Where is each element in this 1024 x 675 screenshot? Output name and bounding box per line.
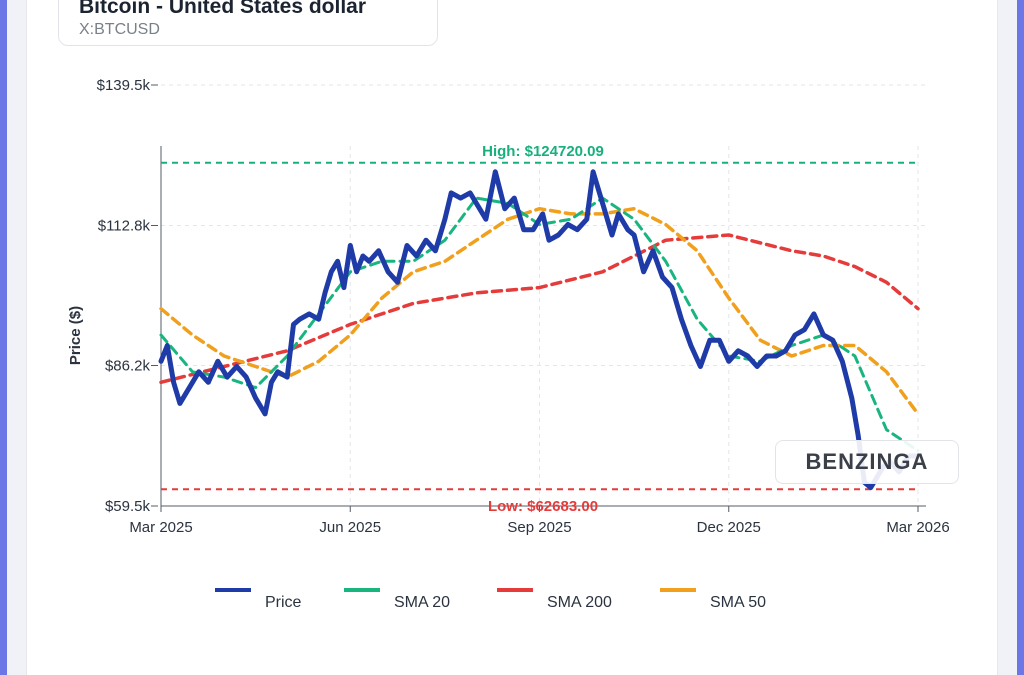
x-tick-label: Mar 2025 (129, 519, 192, 536)
y-tick-label: $139.5k (97, 77, 151, 94)
y-tick-label: $86.2k (105, 357, 151, 374)
legend-label: SMA 200 (547, 594, 612, 611)
price-line (158, 169, 921, 491)
legend-label: SMA 20 (394, 594, 450, 611)
legend-label: SMA 50 (710, 594, 766, 611)
x-tick-label: Sep 2025 (507, 519, 571, 536)
x-tick-label: Dec 2025 (697, 519, 761, 536)
chart-panel (26, 0, 998, 675)
ticker-symbol: X:BTCUSD (79, 21, 160, 38)
chart-title: Bitcoin - United States dollar (79, 0, 367, 18)
x-tick-label: Jun 2025 (319, 519, 381, 536)
sma20-line (159, 196, 920, 453)
y-tick-label: $59.5k (105, 498, 151, 515)
benzinga-watermark: BENZINGA (775, 440, 959, 484)
sma200-line (159, 233, 920, 385)
high-label: High: $124720.09 (482, 143, 604, 160)
sma50-line (159, 206, 920, 416)
y-axis-label: Price ($) (67, 306, 84, 365)
low-label: Low: $62683.00 (488, 498, 598, 515)
y-tick-label: $112.8k (98, 218, 151, 235)
x-tick-label: Mar 2026 (886, 519, 949, 536)
legend-label: Price (265, 594, 302, 611)
title-card: Bitcoin - United States dollar X:BTCUSD (58, 0, 438, 46)
